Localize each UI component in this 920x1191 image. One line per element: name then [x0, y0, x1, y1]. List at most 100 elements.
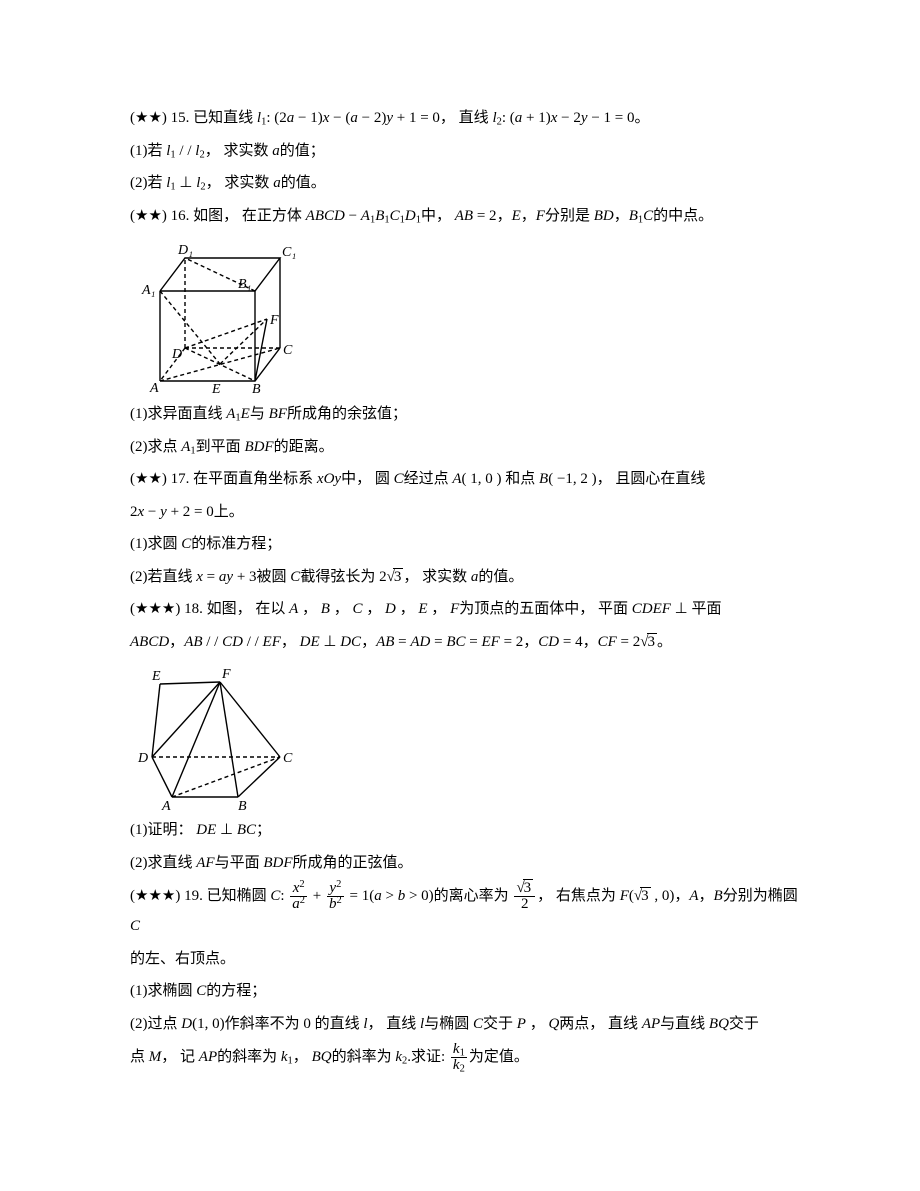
q18-part2: (2)求直线 AF与平面 BDF所成角的正弦值。	[130, 849, 800, 878]
t: M	[149, 1049, 162, 1065]
t: AP	[642, 1016, 660, 1032]
t: =	[466, 634, 482, 650]
t: (2)若	[130, 175, 166, 191]
t: AD	[410, 634, 430, 650]
t: , 0)	[651, 888, 675, 904]
t: (2)过点	[130, 1016, 181, 1032]
t: / /	[203, 634, 223, 650]
t: + 2 = 0	[167, 504, 214, 520]
t: .求证:	[407, 1049, 449, 1065]
t: E	[512, 208, 521, 224]
t: (1)若	[130, 143, 166, 159]
t: − (	[329, 110, 350, 126]
q19-stars: (★★★)	[130, 888, 184, 904]
t: BDF	[244, 439, 273, 455]
q16-figure: D₁ C₁ A₁ B₁ F D C A E B	[130, 236, 305, 396]
t: ，	[361, 634, 376, 650]
t: ，	[330, 601, 353, 617]
t: ，	[583, 634, 598, 650]
t: k	[453, 1041, 460, 1057]
t: ，	[526, 1016, 549, 1032]
q15-stem: (★★) 15. 已知直线 l1: (2a − 1)x − (a − 2)y +…	[130, 104, 800, 133]
t: (1)证明：	[130, 822, 196, 838]
t: 3	[393, 568, 404, 585]
t: 点	[130, 1049, 149, 1065]
t: (2)求直线	[130, 855, 196, 871]
t: BC	[237, 822, 256, 838]
t: ， 记	[161, 1049, 199, 1065]
t: ABCD	[130, 634, 169, 650]
q16-stars: (★★)	[130, 208, 171, 224]
t: 两点， 直线	[559, 1016, 642, 1032]
q19-part1: (1)求椭圆 C的方程；	[130, 977, 800, 1006]
t: (1, 0)	[192, 1016, 225, 1032]
t: C	[130, 918, 140, 934]
q18-stem2: ABCD，AB / / CD / / EF， DE ⊥ DC，AB = AD =…	[130, 628, 800, 657]
t: ， 求实数	[206, 175, 274, 191]
t: ， 直线	[368, 1016, 421, 1032]
t: AF	[196, 855, 214, 871]
t: 交于	[729, 1016, 759, 1032]
t: (2)若直线	[130, 569, 196, 585]
t: ( 1, 0 )	[462, 471, 502, 487]
t: A	[452, 471, 461, 487]
q17-part1: (1)求圆 C的标准方程；	[130, 530, 800, 559]
t: 被圆	[257, 569, 291, 585]
t: C	[270, 888, 280, 904]
t: 2	[460, 1064, 465, 1075]
t: 的离心率为	[434, 888, 513, 904]
lbl: C	[283, 751, 293, 766]
t: ，	[396, 601, 419, 617]
t: ， 求实数	[403, 569, 471, 585]
lbl: F	[221, 667, 231, 682]
t: (1)求椭圆	[130, 983, 196, 999]
t: B	[714, 888, 723, 904]
lbl: D	[137, 751, 148, 766]
t: D	[385, 601, 396, 617]
t: ， 右焦点为	[537, 888, 620, 904]
t: 所成角的余弦值；	[287, 406, 407, 422]
t: 3	[523, 879, 534, 896]
t: = 1(	[346, 888, 374, 904]
lbl: A₁	[141, 283, 155, 298]
t: / /	[176, 143, 196, 159]
t: E	[241, 406, 250, 422]
t: 的值；	[280, 143, 325, 159]
t: A	[689, 888, 698, 904]
t: 作斜率不为 0 的直线	[225, 1016, 364, 1032]
t: 2	[336, 879, 341, 890]
t: ，	[169, 634, 184, 650]
q19-stem1: (★★★) 19. 已知椭圆 C: x2a2 + y2b2 = 1(a > b …	[130, 881, 800, 941]
t: b	[329, 896, 337, 912]
t: BQ	[312, 1049, 332, 1065]
t: CF	[598, 634, 617, 650]
t: 在平面直角坐标系	[193, 471, 317, 487]
t: 的斜率为	[332, 1049, 396, 1065]
t: ABCD	[306, 208, 345, 224]
t: C	[390, 208, 400, 224]
t: 平面	[692, 601, 722, 617]
t: 和点	[502, 471, 540, 487]
t: =	[203, 569, 219, 585]
t: a	[292, 896, 300, 912]
t: ，	[521, 208, 536, 224]
t: (1)求异面直线	[130, 406, 226, 422]
t: ，	[614, 208, 629, 224]
t: 的值。	[281, 175, 326, 191]
t: = 4	[559, 634, 582, 650]
t: BD	[594, 208, 614, 224]
t: −	[345, 208, 361, 224]
t: 2	[514, 897, 535, 912]
t: ，	[428, 601, 451, 617]
t: AB	[376, 634, 394, 650]
t: − 2	[557, 110, 580, 126]
q18-num: 18.	[184, 601, 207, 617]
lbl: D	[171, 347, 182, 362]
t: DE	[300, 634, 320, 650]
q16-stem: (★★) 16. 如图， 在正方体 ABCD − A1B1C1D1中， AB =…	[130, 202, 800, 231]
t: (1)求圆	[130, 536, 181, 552]
t: ，	[699, 888, 714, 904]
t: ， 且圆心在直线	[597, 471, 706, 487]
t: AP	[199, 1049, 217, 1065]
t: ，	[497, 208, 512, 224]
